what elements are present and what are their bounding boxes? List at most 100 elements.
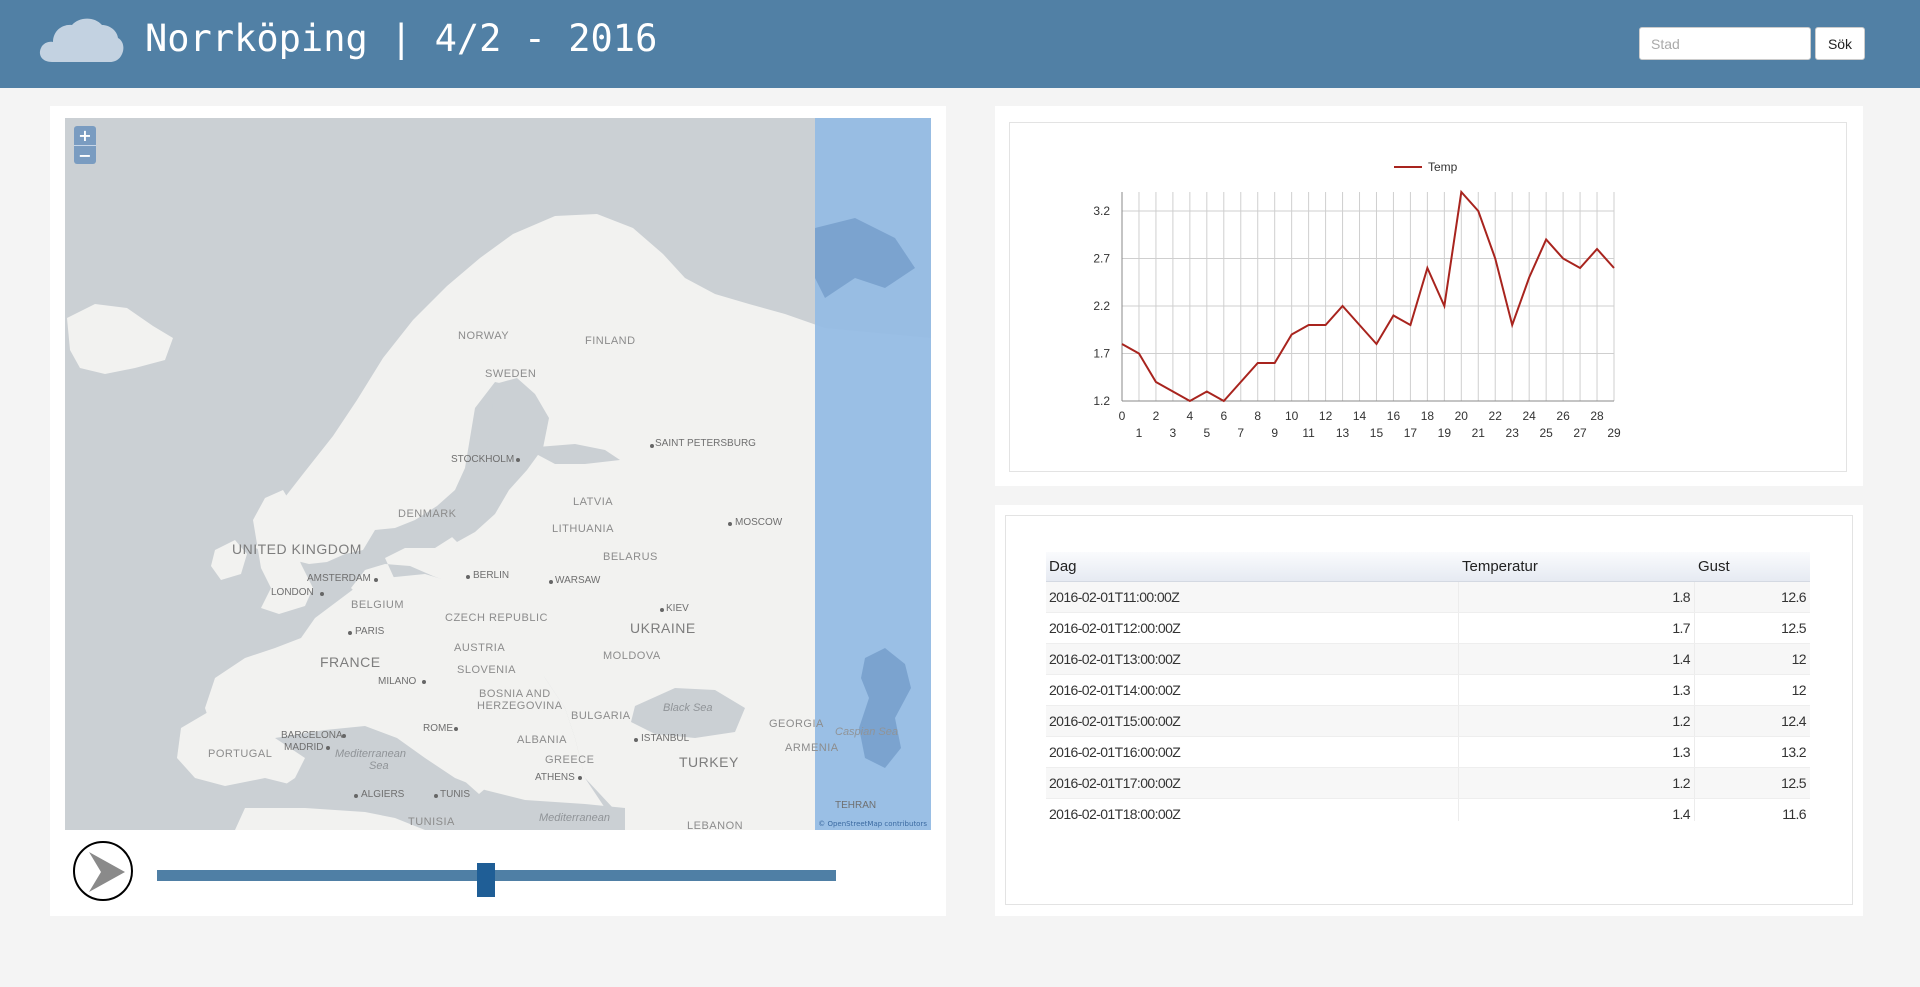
x-tick-label: 13 — [1336, 426, 1350, 440]
data-point[interactable] — [1204, 389, 1209, 394]
x-tick-label: 25 — [1539, 426, 1553, 440]
x-tick-label: 23 — [1506, 426, 1520, 440]
data-point[interactable] — [1493, 256, 1498, 261]
cell-gust: 12.6 — [1781, 589, 1806, 605]
cell-temperatur: 1.2 — [1459, 706, 1695, 736]
play-button[interactable] — [73, 841, 133, 901]
cell-dag: 2016-02-01T17:00:00Z — [1046, 768, 1459, 798]
time-slider[interactable] — [157, 863, 836, 897]
map-label: ISTANBUL — [641, 733, 690, 744]
data-point[interactable] — [1510, 323, 1515, 328]
data-point[interactable] — [1374, 342, 1379, 347]
data-point[interactable] — [1136, 351, 1141, 356]
map-panel: + − NORWAY SWEDEN FINLAND SAINT PETERSBU… — [50, 106, 946, 916]
data-point[interactable] — [1476, 209, 1481, 214]
table-row[interactable]: 2016-02-01T15:00:00Z 1.2 12.4 — [1046, 706, 1810, 737]
cell-gust: 12 — [1791, 682, 1807, 698]
data-point[interactable] — [1544, 237, 1549, 242]
city-search-input[interactable] — [1639, 27, 1811, 60]
column-header-temperatur[interactable]: Temperatur — [1462, 558, 1538, 575]
cell-gust: 12.4 — [1781, 713, 1806, 729]
cell-temperatur: 1.3 — [1459, 737, 1695, 767]
data-point[interactable] — [1578, 266, 1583, 271]
city-dot — [549, 580, 553, 584]
column-header-gust[interactable]: Gust — [1698, 558, 1730, 575]
x-tick-label: 5 — [1203, 426, 1210, 440]
map-label: BOSNIA AND — [479, 688, 551, 700]
data-point[interactable] — [1323, 323, 1328, 328]
city-dot — [422, 680, 426, 684]
x-tick-label: 28 — [1590, 409, 1604, 423]
city-dot — [634, 738, 638, 742]
x-tick-label: 12 — [1319, 409, 1333, 423]
table-row[interactable]: 2016-02-01T13:00:00Z 1.4 12 — [1046, 644, 1810, 675]
map-label: MOSCOW — [735, 517, 783, 528]
table-row[interactable]: 2016-02-01T14:00:00Z 1.3 12 — [1046, 675, 1810, 706]
y-tick-label: 1.2 — [1093, 394, 1110, 408]
table-row[interactable]: 2016-02-01T18:00:00Z 1.4 11.6 — [1046, 799, 1810, 821]
map-label: ATHENS — [535, 772, 575, 783]
data-point[interactable] — [1357, 323, 1362, 328]
map-label: Mediterranean — [335, 748, 406, 760]
data-point[interactable] — [1425, 266, 1430, 271]
map-label: AMSTERDAM — [307, 573, 371, 584]
cell-temperatur: 1.3 — [1459, 675, 1695, 705]
y-tick-label: 2.7 — [1093, 252, 1110, 266]
table-row[interactable]: 2016-02-01T11:00:00Z 1.8 12.6 — [1046, 582, 1810, 613]
data-point[interactable] — [1391, 313, 1396, 318]
data-point[interactable] — [1289, 332, 1294, 337]
map-label: Black Sea — [663, 702, 713, 714]
map-attribution[interactable]: © OpenStreetMap contributors — [818, 820, 927, 828]
data-point[interactable] — [1272, 361, 1277, 366]
data-point[interactable] — [1153, 380, 1158, 385]
search-button[interactable]: Sök — [1815, 27, 1865, 60]
data-point[interactable] — [1238, 380, 1243, 385]
map-label: SLOVENIA — [457, 664, 517, 676]
zoom-out-button[interactable]: − — [74, 145, 96, 164]
zoom-in-button[interactable]: + — [78, 126, 92, 145]
map-label: PARIS — [355, 626, 385, 637]
data-point[interactable] — [1595, 247, 1600, 252]
table-container: Dag Temperatur Gust 2016-02-01T11:00:00Z… — [1005, 515, 1853, 905]
city-dot — [728, 522, 732, 526]
x-tick-label: 1 — [1136, 426, 1143, 440]
column-header-dag[interactable]: Dag — [1049, 558, 1077, 575]
data-point[interactable] — [1255, 361, 1260, 366]
data-point[interactable] — [1187, 399, 1192, 404]
cloud-icon — [39, 18, 124, 62]
x-tick-label: 24 — [1522, 409, 1536, 423]
map-label: BELGIUM — [351, 599, 405, 611]
data-point[interactable] — [1170, 389, 1175, 394]
data-point[interactable] — [1561, 256, 1566, 261]
data-point[interactable] — [1120, 342, 1125, 347]
x-tick-label: 7 — [1237, 426, 1244, 440]
map-label: LITHUANIA — [552, 523, 614, 535]
city-dot — [578, 776, 582, 780]
legend-label: Temp — [1428, 160, 1458, 174]
data-point[interactable] — [1306, 323, 1311, 328]
x-tick-label: 14 — [1353, 409, 1367, 423]
table-row[interactable]: 2016-02-01T12:00:00Z 1.7 12.5 — [1046, 613, 1810, 644]
cell-gust: 12 — [1791, 651, 1807, 667]
chart-panel: 1.2 1.7 2.2 2.7 3.2 0 1 2 3 4 5 6 7 8 9 10 11 12 13 14 15 16 1… — [995, 106, 1863, 486]
table-row[interactable]: 2016-02-01T17:00:00Z 1.2 12.5 — [1046, 768, 1810, 799]
map[interactable]: + − NORWAY SWEDEN FINLAND SAINT PETERSBU… — [65, 118, 931, 830]
map-label: MILANO — [378, 676, 417, 687]
data-point[interactable] — [1340, 304, 1345, 309]
x-tick-label: 19 — [1438, 426, 1452, 440]
data-point[interactable] — [1221, 399, 1226, 404]
slider-handle[interactable] — [477, 863, 496, 897]
data-point[interactable] — [1459, 190, 1464, 195]
data-grid[interactable]: Dag Temperatur Gust 2016-02-01T11:00:00Z… — [1046, 552, 1810, 821]
map-label: SAINT PETERSBURG — [655, 438, 756, 449]
map-label: NORWAY — [458, 330, 510, 342]
data-point[interactable] — [1527, 275, 1532, 280]
cell-dag: 2016-02-01T15:00:00Z — [1046, 706, 1459, 736]
cell-temperatur: 1.8 — [1459, 582, 1695, 612]
table-row[interactable]: 2016-02-01T16:00:00Z 1.3 13.2 — [1046, 737, 1810, 768]
city-dot — [326, 746, 330, 750]
x-tick-label: 16 — [1387, 409, 1401, 423]
data-point[interactable] — [1408, 323, 1413, 328]
data-point[interactable] — [1442, 304, 1447, 309]
data-point[interactable] — [1612, 266, 1617, 271]
